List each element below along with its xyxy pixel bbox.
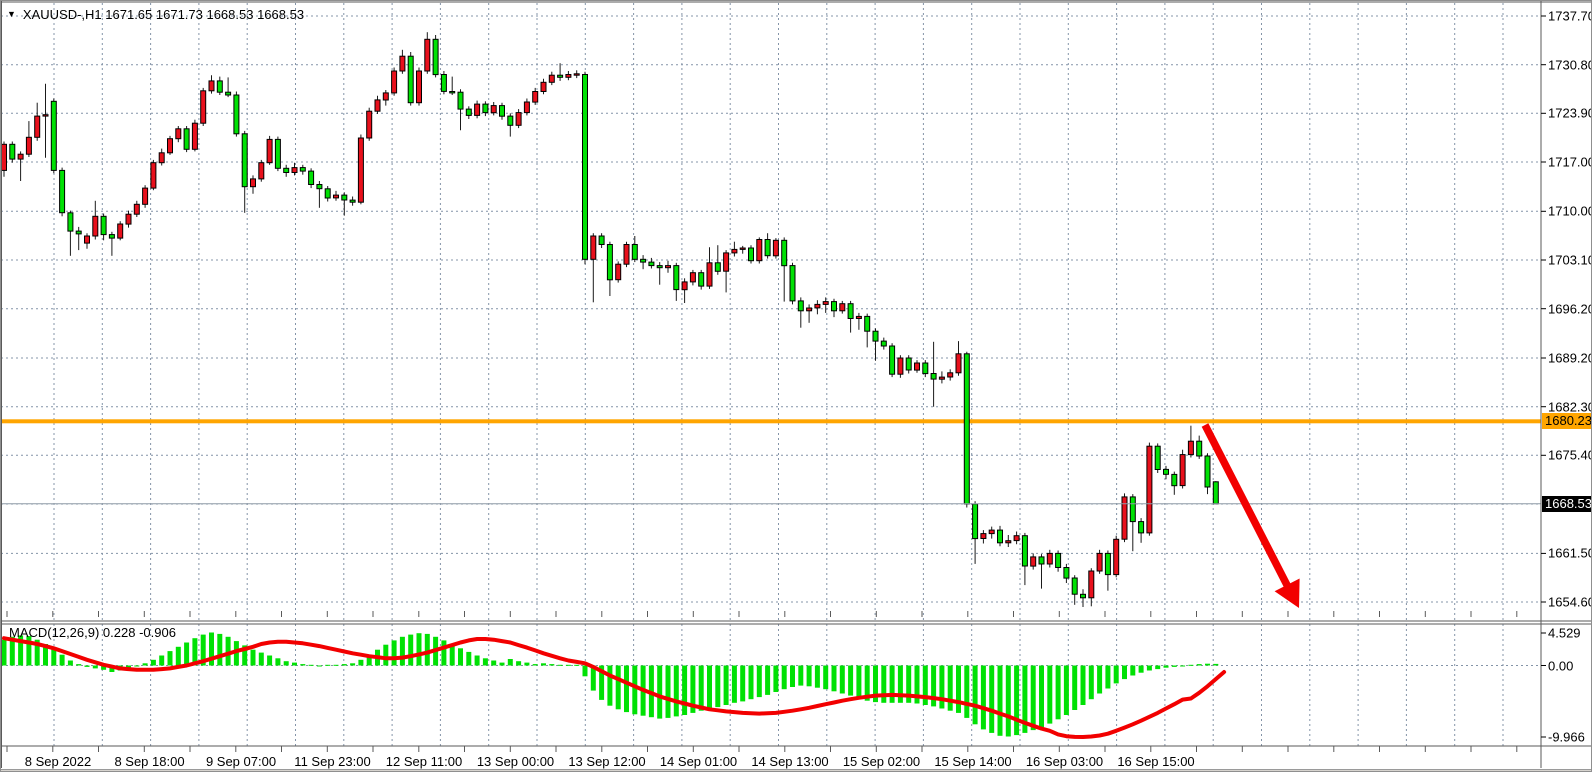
time-tick-label: 15 Sep 14:00: [934, 754, 1012, 769]
time-tick-label: 14 Sep 01:00: [659, 754, 738, 769]
time-tick-label: 8 Sep 2022: [24, 754, 92, 769]
time-tick-label: 15 Sep 02:00: [842, 754, 921, 769]
macd-indicator-label: MACD(12,26,9) 0.228 -0.906: [9, 625, 176, 640]
time-tick-label: 11 Sep 23:00: [294, 754, 371, 769]
time-tick-label: 16 Sep 15:00: [1117, 754, 1195, 769]
symbol-bar[interactable]: ▼ XAUUSD-,H1 1671.65 1671.73 1668.53 166…: [7, 7, 304, 22]
price-tick-label: 1723.90: [1548, 105, 1592, 121]
price-tick-label: 1675.40: [1548, 447, 1592, 463]
time-tick-label: 16 Sep 03:00: [1025, 754, 1104, 769]
time-tick-label: 9 Sep 07:00: [205, 754, 277, 769]
macd-tick-label: 4.529: [1548, 625, 1581, 641]
hline-price-label: 1680.23: [1542, 413, 1591, 430]
price-tick-label: 1703.10: [1548, 252, 1592, 268]
price-tick-label: 1710.00: [1548, 203, 1592, 219]
last-price-label: 1668.53: [1542, 495, 1591, 512]
down-arrow-head: [1274, 578, 1300, 608]
price-tick-label: 1661.50: [1548, 545, 1592, 561]
chart-dropdown-icon[interactable]: ▼: [7, 9, 16, 19]
symbol-quote-text: XAUUSD-,H1 1671.65 1671.73 1668.53 1668.…: [22, 7, 305, 22]
down-arrow-annotation: [1201, 423, 1293, 591]
price-tick-label: 1737.70: [1548, 8, 1592, 24]
price-tick-label: 1717.00: [1548, 154, 1592, 170]
bottom-strip: [1, 769, 1591, 771]
price-tick-label: 1730.80: [1548, 57, 1592, 73]
price-tick-label: 1654.60: [1548, 594, 1592, 610]
time-axis[interactable]: 8 Sep 2022 8 Sep 18:00 9 Sep 07:00 11 Sep 2…: [1, 754, 1541, 769]
time-tick-label: 12 Sep 11:00: [385, 754, 463, 769]
time-tick-label: 14 Sep 13:00: [751, 754, 829, 769]
time-tick-label: 8 Sep 18:00: [114, 754, 185, 769]
macd-signal-line: [2, 636, 1227, 739]
price-tick-label: 1682.30: [1548, 399, 1592, 415]
time-tick-label: 13 Sep 12:00: [568, 754, 646, 769]
horizontal-line-object: [1, 419, 1541, 424]
time-tick-label: 13 Sep 00:00: [476, 754, 555, 769]
price-tick-label: 1696.20: [1548, 301, 1592, 317]
macd-tick-label: 0.00: [1548, 658, 1574, 673]
macd-tick-label: -9.966: [1548, 729, 1585, 745]
price-axis[interactable]: 1737.70 1730.80 1723.90 1717.00 1710.00 1703.…: [1541, 1, 1592, 768]
price-tick-label: 1689.20: [1548, 350, 1592, 366]
